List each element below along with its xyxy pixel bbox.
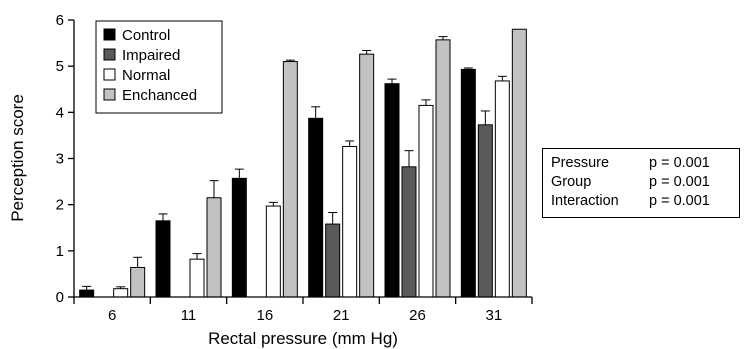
bar-normal-16 [265,205,281,298]
legend-label-impaired: Impaired [122,47,180,64]
y-tick-label: 0 [56,289,64,306]
x-tick-label: 26 [409,307,426,324]
bar-enchanced-6 [130,266,146,298]
bar-normal-31 [494,80,510,298]
legend: Control Impaired Normal Enchanced [95,20,223,114]
y-tick-label: 2 [56,197,64,214]
bar-enchanced-11 [206,197,222,298]
y-tick-label: 1 [56,243,64,260]
legend-swatch-normal [103,68,116,81]
legend-swatch-control [103,28,116,41]
bar-normal-11 [189,258,205,298]
legend-label-enchanced: Enchanced [122,87,197,104]
bar-control-31 [460,68,476,298]
stats-row-group: Group p = 0.001 [551,173,733,192]
stats-value: p = 0.001 [649,155,710,171]
bar-control-11 [155,220,171,298]
stats-label: Interaction [551,193,619,209]
bar-normal-26 [418,104,434,298]
bar-control-21 [308,117,324,298]
stats-row-interaction: Interaction p = 0.001 [551,192,733,211]
x-tick-label: 31 [485,307,502,324]
y-tick-label: 4 [56,104,64,121]
bar-normal-21 [342,145,358,298]
legend-box [95,20,223,114]
bar-impaired-21 [325,223,341,298]
bar-impaired-31 [477,124,493,298]
x-tick-label: 11 [181,307,197,324]
bar-enchanced-16 [282,61,298,298]
ticks-layer: 0 1 2 3 4 5 6 6 11 16 21 26 31 [56,12,533,324]
legend-swatch-impaired [103,48,116,61]
x-tick-label: 16 [256,307,273,324]
bar-control-16 [231,177,247,298]
bars-layer [79,28,527,298]
x-tick-label: 21 [333,307,350,324]
stats-value: p = 0.001 [649,174,710,190]
stats-row-pressure: Pressure p = 0.001 [551,154,733,173]
bar-enchanced-26 [435,39,451,298]
y-axis-label: Perception score [8,94,27,222]
bar-impaired-26 [401,166,417,298]
legend-label-control: Control [122,27,170,44]
statistics-box: Pressure p = 0.001 Group p = 0.001 Inter… [542,148,740,218]
bar-enchanced-31 [511,28,527,298]
y-tick-label: 5 [56,58,64,75]
stats-label: Group [551,174,592,190]
bar-normal-6 [113,288,129,298]
legend-label-normal: Normal [122,67,170,84]
stats-value: p = 0.001 [649,193,710,209]
y-tick-label: 6 [56,12,64,29]
stats-label: Pressure [551,155,610,171]
bar-control-26 [384,83,400,298]
legend-swatch-enchanced [103,88,116,101]
x-tick-label: 6 [108,307,116,324]
bar-enchanced-21 [359,53,375,298]
bar-control-6 [79,289,95,298]
x-axis-label: Rectal pressure (mm Hg) [208,329,398,348]
y-tick-label: 3 [56,151,64,168]
